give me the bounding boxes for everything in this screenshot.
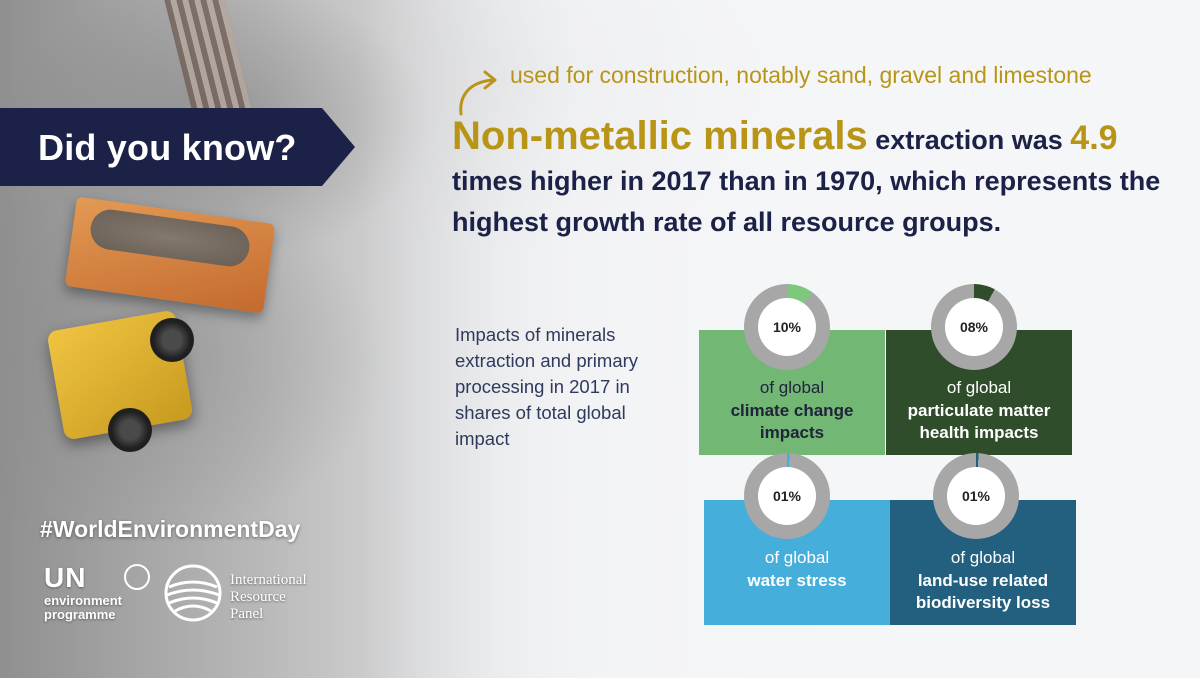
impact-card-line1: of global	[950, 548, 1016, 567]
irp-globe-icon	[164, 564, 222, 622]
impact-card-line2: particulate matter health impacts	[907, 401, 1051, 442]
impact-card-line1: of global	[946, 378, 1012, 397]
headline-part1: extraction was	[867, 125, 1071, 155]
headline-number: 4.9	[1070, 119, 1118, 157]
percent-donut: 01%	[933, 453, 1019, 539]
minerals-note: used for construction, notably sand, gra…	[510, 62, 1092, 88]
un-logo-line1: environment	[44, 593, 123, 608]
banner-title: Did you know?	[38, 127, 297, 168]
impact-card-line1: of global	[759, 378, 825, 397]
impact-card-line2: climate change impacts	[730, 401, 854, 442]
irp-logo-text: International Resource Panel	[230, 572, 307, 623]
percent-label: 01%	[758, 467, 816, 525]
did-you-know-banner	[0, 108, 355, 186]
un-emblem-icon	[124, 564, 150, 590]
percent-label: 08%	[945, 298, 1003, 356]
impact-card-line2: land-use related biodiversity loss	[915, 571, 1051, 612]
un-logo-text: UN	[44, 562, 87, 593]
impact-card: of global particulate matter health impac…	[886, 330, 1072, 455]
impact-card-line1: of global	[764, 548, 830, 567]
hashtag: #WorldEnvironmentDay	[40, 516, 301, 542]
headline-highlight: Non-metallic minerals	[452, 114, 868, 158]
impact-card-line2: water stress	[747, 571, 847, 590]
impact-card: of global land-use related biodiversity l…	[890, 500, 1076, 625]
percent-donut: 01%	[744, 453, 830, 539]
irp-line3: Panel	[230, 606, 264, 622]
irp-line1: International	[230, 572, 307, 588]
un-environment-logo: UN environment programme	[44, 562, 150, 622]
percent-donut: 08%	[931, 284, 1017, 370]
percent-donut: 10%	[744, 284, 830, 370]
un-logo-line2: programme	[44, 607, 116, 622]
impacts-caption: Impacts of minerals extraction and prima…	[455, 324, 639, 449]
headline: Non-metallic minerals extraction was 4.9…	[452, 116, 1182, 243]
curved-arrow-icon	[459, 70, 497, 116]
irp-line2: Resource	[230, 589, 286, 605]
percent-label: 10%	[758, 298, 816, 356]
headline-part2: times higher in 2017 than in 1970, which…	[452, 166, 1161, 237]
percent-label: 01%	[947, 467, 1005, 525]
